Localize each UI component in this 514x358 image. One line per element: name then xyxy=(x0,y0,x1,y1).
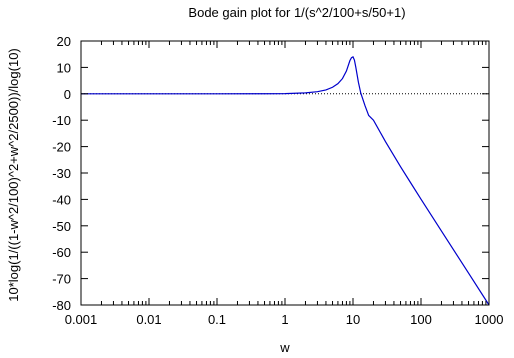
x-tick-label: 0.001 xyxy=(65,312,98,327)
x-axis-label: w xyxy=(279,340,290,355)
chart-title: Bode gain plot for 1/(s^2/100+s/50+1) xyxy=(188,5,405,20)
y-tick-label: -60 xyxy=(52,245,71,260)
y-tick-label: 0 xyxy=(64,87,71,102)
y-tick-label: -50 xyxy=(52,219,71,234)
y-tick-label: -40 xyxy=(52,192,71,207)
x-tick-label: 1 xyxy=(281,312,288,327)
plot-frame xyxy=(80,40,490,306)
y-tick-label: -10 xyxy=(52,113,71,128)
y-tick-label: -20 xyxy=(52,140,71,155)
x-tick-label: 100 xyxy=(410,312,432,327)
y-tick-label: -80 xyxy=(52,298,71,313)
y-axis-ticks: 20 10 0 -10 -20 -30 -40 -50 -60 -70 -80 xyxy=(52,34,489,313)
y-tick-label: -30 xyxy=(52,166,71,181)
y-tick-label: 20 xyxy=(57,34,71,49)
plot-area xyxy=(80,40,490,306)
x-tick-label: 1000 xyxy=(475,312,504,327)
x-axis-ticks: 0.001 0.01 0.1 1 10 100 1000 xyxy=(65,41,504,327)
x-tick-label: 0.01 xyxy=(136,312,161,327)
y-tick-label: 10 xyxy=(57,60,71,75)
x-tick-label: 0.1 xyxy=(208,312,226,327)
y-tick-label: -70 xyxy=(52,272,71,287)
x-tick-label: 10 xyxy=(346,312,360,327)
gain-curve xyxy=(81,56,490,306)
y-axis-label: 10*log(1/((1-w^2/100)^2+w^2/2500))/log(1… xyxy=(6,48,21,302)
